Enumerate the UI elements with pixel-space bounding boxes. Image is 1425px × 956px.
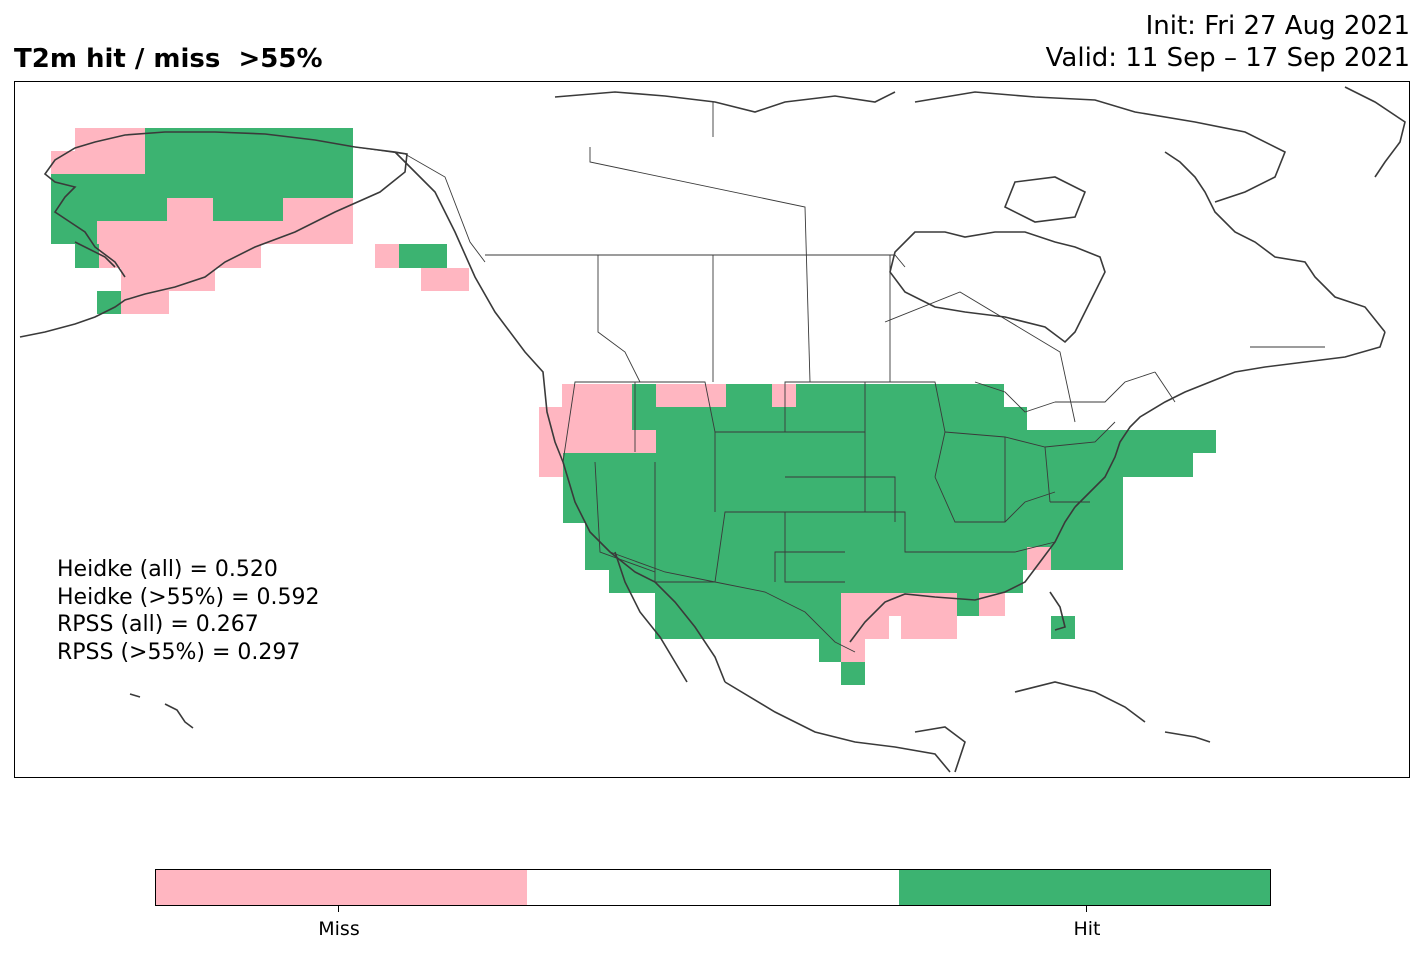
miss-cell bbox=[51, 151, 75, 174]
miss-cell bbox=[75, 151, 145, 174]
stat-line: RPSS (all) = 0.267 bbox=[57, 612, 259, 637]
hit-cell bbox=[819, 616, 841, 639]
miss-cell bbox=[979, 593, 1005, 616]
hit-cell bbox=[656, 430, 1216, 453]
hit-cell bbox=[51, 221, 97, 244]
hit-cell bbox=[213, 198, 283, 221]
hit-cell bbox=[145, 128, 353, 151]
miss-cell bbox=[75, 128, 145, 151]
miss-cell bbox=[539, 430, 632, 453]
miss-cell bbox=[632, 430, 656, 453]
stat-line: Heidke (>55%) = 0.592 bbox=[57, 584, 320, 610]
miss-cell bbox=[167, 198, 213, 221]
hit-cell bbox=[632, 407, 1027, 430]
map-panel[interactable] bbox=[14, 81, 1410, 778]
miss-cell bbox=[841, 593, 901, 616]
colorbar-miss-segment bbox=[156, 870, 528, 905]
miss-cell bbox=[772, 384, 796, 407]
hit-cell bbox=[585, 523, 1123, 547]
miss-cell bbox=[99, 244, 261, 268]
colorbar-hit-label: Hit bbox=[1073, 918, 1101, 940]
miss-cell bbox=[121, 291, 169, 314]
miss-cell bbox=[421, 268, 469, 291]
hit-cell bbox=[563, 500, 1123, 523]
colorbar-tick bbox=[338, 906, 339, 912]
hit-cell bbox=[841, 662, 865, 685]
hit-cell bbox=[632, 384, 656, 407]
miss-cell bbox=[656, 384, 726, 407]
miss-cell bbox=[121, 268, 215, 291]
hit-cell bbox=[399, 244, 447, 268]
miss-cell bbox=[539, 407, 632, 430]
valid-range: Valid: 11 Sep – 17 Sep 2021 bbox=[1045, 43, 1410, 73]
map-canvas bbox=[19, 86, 1406, 773]
stat-line: Heidke (all) = 0.520 bbox=[57, 557, 278, 582]
miss-cell bbox=[901, 593, 957, 616]
miss-cell bbox=[1027, 547, 1051, 570]
colorbar-hit-segment bbox=[898, 870, 1270, 905]
init-date: Init: Fri 27 Aug 2021 bbox=[1145, 11, 1410, 41]
miss-cell bbox=[901, 616, 957, 639]
colorbar bbox=[155, 869, 1271, 906]
skill-scores: Heidke (all) = 0.520 Heidke (>55%) = 0.5… bbox=[57, 556, 320, 666]
hit-cell bbox=[563, 477, 1123, 500]
hit-cell bbox=[796, 384, 1004, 407]
stat-line: RPSS (>55%) = 0.297 bbox=[57, 639, 301, 665]
map-title: T2m hit / miss >55% bbox=[14, 44, 323, 74]
hit-cell bbox=[957, 593, 979, 616]
miss-cell bbox=[97, 221, 353, 244]
hit-cell bbox=[775, 593, 841, 616]
hit-cell bbox=[51, 198, 167, 221]
hit-cell bbox=[51, 174, 353, 198]
hit-cell bbox=[609, 570, 1023, 593]
miss-cell bbox=[283, 198, 353, 221]
miss-cell bbox=[562, 384, 632, 407]
hit-cell bbox=[145, 151, 353, 174]
hit-cell bbox=[97, 291, 121, 314]
political-borders bbox=[354, 102, 1325, 653]
miss-cell bbox=[375, 244, 399, 268]
colorbar-tick bbox=[1086, 906, 1087, 912]
miss-cell bbox=[841, 616, 889, 639]
hit-cell bbox=[726, 384, 772, 407]
coastlines bbox=[19, 86, 1406, 773]
hit-cell bbox=[819, 639, 841, 662]
date-info: Init: Fri 27 Aug 2021 Valid: 11 Sep – 17… bbox=[1046, 10, 1410, 74]
hit-cell bbox=[563, 453, 1193, 477]
verification-cells bbox=[51, 128, 1216, 685]
hit-cell bbox=[655, 616, 841, 639]
colorbar-neutral-segment bbox=[527, 870, 899, 905]
colorbar-miss-label: Miss bbox=[318, 918, 360, 940]
miss-cell bbox=[539, 453, 563, 477]
